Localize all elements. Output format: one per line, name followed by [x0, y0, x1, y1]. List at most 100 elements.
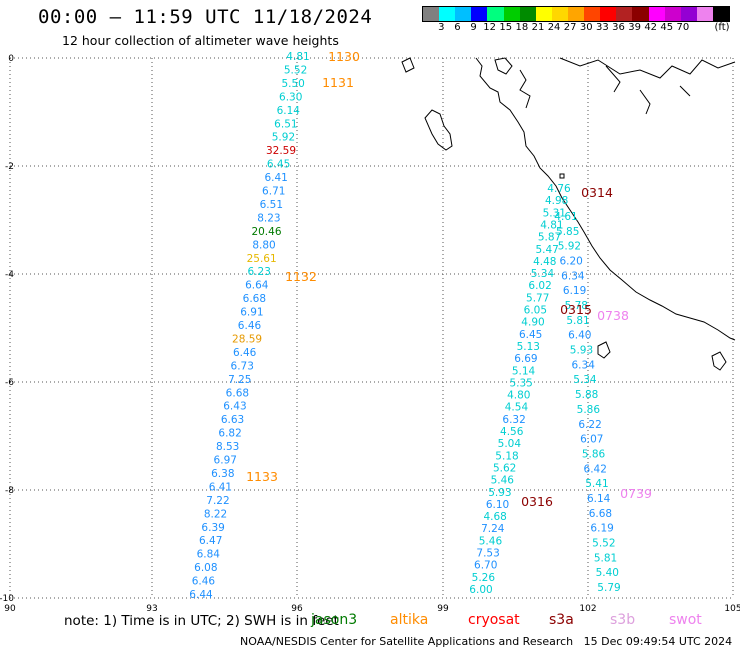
color-swatch: [455, 7, 472, 21]
map-subtitle: 12 hour collection of altimeter wave hei…: [62, 33, 339, 48]
wave-height-label: 4.61: [554, 211, 577, 223]
color-swatch: [519, 7, 536, 21]
wave-height-label: 4.80: [507, 390, 530, 402]
coastline-east: [559, 57, 736, 115]
x-tick-label: 105: [724, 604, 740, 614]
wave-height-label: 8.80: [252, 239, 275, 251]
wave-height-label: 6.69: [514, 353, 537, 365]
wave-height-label: 6.68: [589, 508, 612, 520]
wave-height-label: 4.54: [505, 402, 529, 414]
wave-height-label: 6.44: [189, 589, 213, 601]
wave-height-label: 6.38: [211, 468, 234, 480]
wave-height-label: 5.62: [493, 462, 516, 474]
wave-height-label: 6.14: [277, 105, 301, 117]
pass-time-label: 1133: [246, 469, 278, 484]
color-swatch: [632, 7, 649, 21]
color-swatch: [535, 7, 552, 21]
wave-height-label: 6.41: [264, 172, 287, 184]
pass-time-label: 0739: [620, 486, 652, 501]
color-scale-label: 42: [644, 22, 658, 33]
wave-height-label: 6.02: [528, 280, 551, 292]
wave-height-label: 32.59: [266, 145, 296, 157]
wave-height-label: 6.71: [262, 186, 285, 198]
wave-height-label: 6.45: [267, 159, 290, 171]
wave-height-label: 5.81: [594, 552, 617, 564]
wave-height-label: 5.18: [495, 450, 518, 462]
wave-height-label: 5.92: [558, 241, 581, 253]
coastline-small: [559, 173, 565, 179]
wave-height-label: 6.10: [486, 499, 509, 511]
footer-credit: NOAA/NESDIS Center for Satellite Applica…: [240, 635, 732, 648]
color-scale-unit: (ft): [714, 22, 730, 33]
wave-height-label: 6.51: [260, 199, 283, 211]
color-scale-label: 33: [596, 22, 609, 33]
wave-height-label: 6.14: [587, 493, 611, 505]
pass-time-label: 0314: [581, 185, 613, 200]
wave-height-label: 6.00: [469, 584, 492, 596]
legend-swot: swot: [669, 612, 702, 628]
wave-height-label: 6.46: [238, 320, 262, 332]
color-swatch: [567, 7, 585, 21]
credit-text: NOAA/NESDIS Center for Satellite Applica…: [240, 635, 574, 648]
wave-height-label: 4.81: [286, 51, 309, 63]
wave-height-label: 4.98: [545, 195, 568, 207]
color-scale-label: 45: [660, 22, 674, 33]
wave-height-label: 6.07: [580, 434, 603, 446]
pass-time-label: 1131: [322, 75, 354, 90]
wave-height-label: 6.91: [240, 307, 263, 319]
color-scale-label: 39: [628, 22, 641, 33]
wave-height-label: 4.56: [500, 426, 524, 438]
wave-height-label: 6.34: [572, 359, 596, 371]
wave-height-values: 4.815.525.506.306.146.515.9232.596.456.4…: [189, 51, 620, 601]
color-swatch: [696, 7, 713, 21]
x-tick-label: 90: [4, 604, 16, 614]
wave-height-label: 5.86: [582, 448, 606, 460]
x-tick-label: 96: [291, 604, 303, 614]
wave-height-label: 6.51: [274, 118, 297, 130]
wave-height-label: 5.46: [491, 475, 515, 487]
wave-height-label: 4.76: [547, 183, 571, 195]
pass-time-label: 0316: [521, 494, 553, 509]
wave-height-label: 5.79: [597, 582, 620, 594]
wave-height-label: 5.78: [565, 300, 588, 312]
wave-height-label: 5.50: [281, 78, 304, 90]
pass-time-label: 1130: [328, 49, 360, 64]
wave-height-label: 5.46: [479, 535, 503, 547]
pass-time-labels: 1130 1131 1132 1133 0314 0315 0316 0738 0739: [246, 49, 652, 509]
color-scale-bar: [422, 6, 730, 22]
color-scale-label: 36: [612, 22, 625, 33]
color-swatch: [616, 7, 633, 21]
x-tick-label: 93: [146, 604, 157, 614]
wave-height-label: 8.22: [204, 508, 227, 520]
wave-height-label: 7.24: [481, 523, 505, 535]
coastline-baja: [424, 109, 453, 151]
wave-height-label: 6.34: [561, 270, 585, 282]
y-tick-label: -8: [5, 486, 14, 496]
wave-height-label: 8.53: [216, 441, 239, 453]
wave-height-label: 6.63: [221, 414, 244, 426]
wave-height-label: 6.84: [197, 549, 221, 561]
wave-height-label: 5.87: [538, 232, 561, 244]
wave-height-label: 6.20: [559, 256, 582, 268]
color-scale-label: 70: [676, 22, 690, 33]
wave-height-label: 5.88: [575, 389, 598, 401]
y-tick-label: 0: [8, 54, 14, 64]
wave-height-label: 5.40: [596, 567, 619, 579]
wave-height-label: 6.30: [279, 91, 302, 103]
wave-height-label: 5.04: [498, 438, 522, 450]
axis-tick-labels: 90 93 96 99 102 105 0 -2 -4 -6 -8 -10: [0, 54, 740, 614]
wave-height-label: 7.53: [476, 548, 499, 560]
wave-height-label: 6.41: [209, 481, 232, 493]
wave-height-label: 5.47: [535, 244, 558, 256]
wave-height-label: 6.42: [584, 463, 607, 475]
wave-height-label: 6.97: [214, 455, 237, 467]
color-swatch: [503, 7, 520, 21]
x-tick-label: 102: [579, 604, 596, 614]
color-scale-label: 21: [531, 22, 545, 33]
wave-height-label: 6.22: [578, 419, 601, 431]
y-tick-label: -6: [5, 378, 14, 388]
coastline-north: [494, 57, 531, 109]
wave-height-label: 6.43: [223, 401, 246, 413]
wave-height-label: 6.39: [201, 522, 224, 534]
color-swatch: [664, 7, 681, 21]
